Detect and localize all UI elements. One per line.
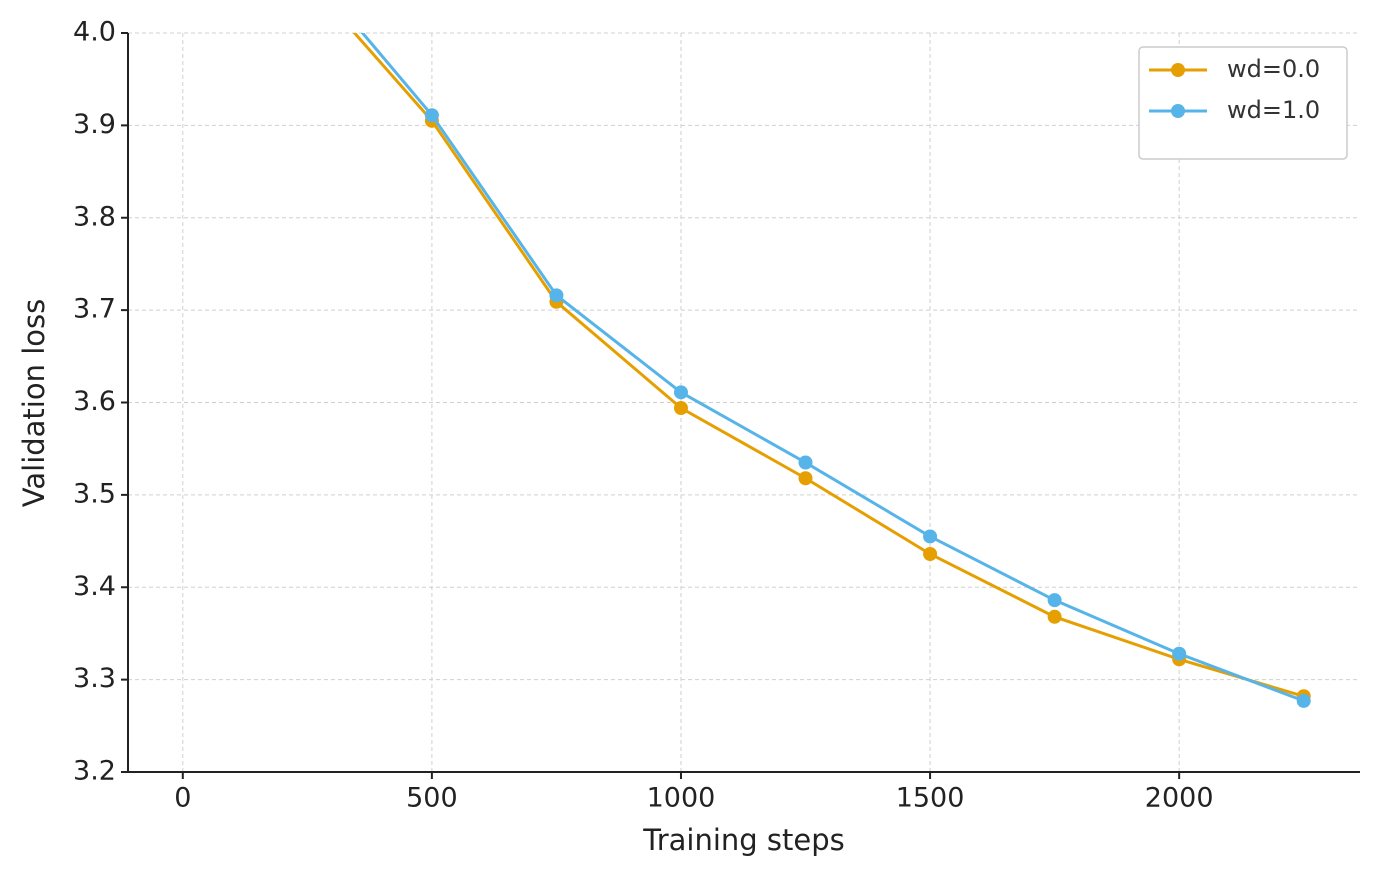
y-tick-label: 3.6: [73, 386, 116, 417]
x-axis-label: Training steps: [642, 823, 845, 857]
y-tick-label: 4.0: [73, 17, 116, 48]
marker: [923, 546, 938, 561]
x-tick-label: 500: [406, 783, 458, 814]
y-tick-label: 3.4: [73, 571, 116, 602]
y-axis-label: Validation loss: [17, 299, 51, 507]
marker: [673, 401, 688, 416]
marker: [1047, 609, 1062, 624]
legend-label: wd=1.0: [1227, 96, 1320, 124]
legend-marker: [1171, 104, 1185, 118]
marker: [549, 288, 564, 303]
marker: [1172, 646, 1187, 661]
x-tick-label: 1500: [896, 783, 965, 814]
marker: [798, 471, 813, 486]
marker: [798, 455, 813, 470]
marker: [1047, 593, 1062, 608]
x-tick-label: 0: [174, 783, 191, 814]
marker: [923, 529, 938, 544]
marker: [1296, 693, 1311, 708]
y-tick-label: 3.8: [73, 201, 116, 232]
y-tick-label: 3.2: [73, 756, 116, 787]
legend-marker: [1171, 63, 1185, 77]
y-tick-label: 3.5: [73, 478, 116, 509]
legend-label: wd=0.0: [1227, 55, 1320, 83]
legend-box: [1138, 46, 1348, 160]
marker: [424, 108, 439, 123]
x-tick-label: 2000: [1145, 783, 1214, 814]
x-tick-label: 1000: [647, 783, 716, 814]
y-tick-label: 3.7: [73, 294, 116, 325]
marker: [673, 385, 688, 400]
y-tick-label: 3.9: [73, 109, 116, 140]
y-tick-label: 3.3: [73, 663, 116, 694]
